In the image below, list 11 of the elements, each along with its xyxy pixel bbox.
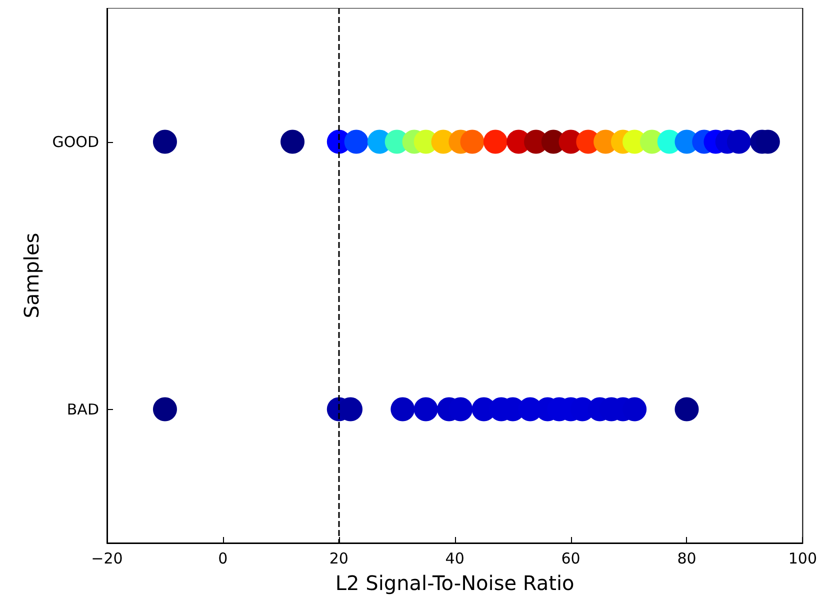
x-tick-label: 0 [218, 550, 228, 568]
x-tick-label: 100 [788, 550, 818, 568]
x-tick-label: 40 [445, 550, 464, 568]
y-tick-label: GOOD [52, 132, 99, 151]
x-tick-label: 80 [677, 550, 696, 568]
y-axis-title: Samples [19, 232, 44, 318]
x-tick-label: −20 [91, 550, 123, 568]
y-tick-label: BAD [66, 400, 99, 418]
x-tick-label: 60 [561, 550, 580, 568]
x-axis-title: L2 Signal-To-Noise Ratio [335, 571, 574, 595]
x-tick-label: 20 [329, 550, 348, 568]
